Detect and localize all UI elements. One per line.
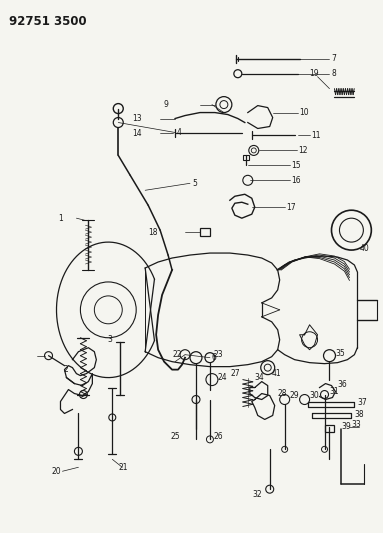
Text: 29: 29 [290, 391, 299, 400]
Text: 13: 13 [133, 114, 142, 123]
Text: 28: 28 [278, 389, 287, 398]
Text: 36: 36 [337, 380, 347, 389]
Text: 22: 22 [172, 350, 182, 359]
Text: 10: 10 [300, 108, 309, 117]
Text: 11: 11 [311, 131, 321, 140]
Text: 33: 33 [352, 420, 361, 429]
Text: 24: 24 [218, 373, 228, 382]
Text: 31: 31 [329, 387, 339, 396]
Text: 23: 23 [214, 350, 224, 359]
Text: 25: 25 [170, 432, 180, 441]
Bar [243, 156, 249, 160]
Text: 35: 35 [336, 349, 345, 358]
Text: 4: 4 [177, 128, 182, 137]
Text: 19: 19 [309, 69, 319, 78]
Text: 26: 26 [214, 432, 224, 441]
Text: 39: 39 [342, 422, 351, 431]
Text: 8: 8 [332, 69, 336, 78]
Text: 14: 14 [133, 129, 142, 138]
Bar [324, 425, 334, 432]
Text: 34: 34 [255, 373, 265, 382]
Text: 41: 41 [272, 369, 282, 378]
Text: 38: 38 [354, 410, 364, 419]
Text: 12: 12 [299, 146, 308, 155]
Text: 6: 6 [212, 353, 217, 362]
Text: 5: 5 [192, 179, 197, 188]
Text: 92751 3500: 92751 3500 [9, 15, 86, 28]
Bar [200, 228, 210, 236]
Text: 30: 30 [309, 391, 319, 400]
Text: 21: 21 [118, 463, 128, 472]
Text: 37: 37 [357, 398, 367, 407]
Text: 17: 17 [286, 203, 296, 212]
Text: 16: 16 [291, 176, 301, 185]
Text: 20: 20 [52, 467, 61, 476]
Text: 3: 3 [107, 335, 112, 344]
Text: 40: 40 [359, 244, 369, 253]
Text: 7: 7 [332, 54, 336, 63]
Text: 27: 27 [230, 369, 240, 378]
Text: 1: 1 [58, 214, 62, 223]
Text: 2: 2 [64, 365, 69, 374]
Text: 18: 18 [149, 228, 158, 237]
Text: 32: 32 [252, 490, 262, 499]
Text: 15: 15 [291, 161, 301, 170]
Text: 9: 9 [163, 100, 168, 109]
